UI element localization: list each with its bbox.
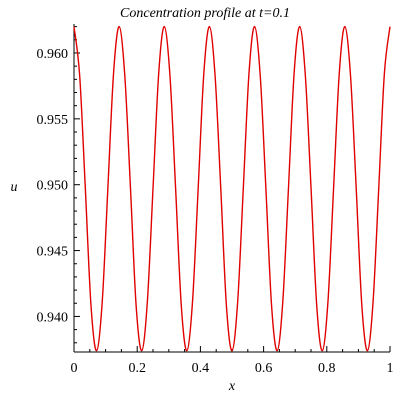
x-axis-label: x bbox=[228, 379, 236, 394]
x-tick-label: 1 bbox=[387, 361, 394, 376]
x-tick-label: 0 bbox=[71, 361, 78, 376]
y-tick-label: 0.945 bbox=[37, 245, 69, 260]
x-tick-label: 0.4 bbox=[192, 361, 210, 376]
axes bbox=[73, 24, 390, 353]
x-tick-label: 0.2 bbox=[128, 361, 146, 376]
chart-title: Concentration profile at t=0.1 bbox=[120, 6, 290, 21]
y-tick-label: 0.955 bbox=[37, 113, 69, 128]
series-line bbox=[73, 25, 391, 352]
y-tick-label: 0.950 bbox=[37, 179, 69, 194]
y-tick-label: 0.960 bbox=[37, 47, 69, 62]
y-ticks: 0.940 0.945 0.950 0.955 0.960 bbox=[37, 26, 80, 344]
x-tick-label: 0.6 bbox=[255, 361, 273, 376]
x-ticks: 0 0.2 0.4 0.6 0.8 1 bbox=[71, 346, 394, 376]
y-tick-label: 0.940 bbox=[37, 310, 69, 325]
x-tick-label: 0.8 bbox=[318, 361, 336, 376]
y-axis-label: u bbox=[11, 180, 18, 195]
series-group bbox=[73, 25, 391, 352]
